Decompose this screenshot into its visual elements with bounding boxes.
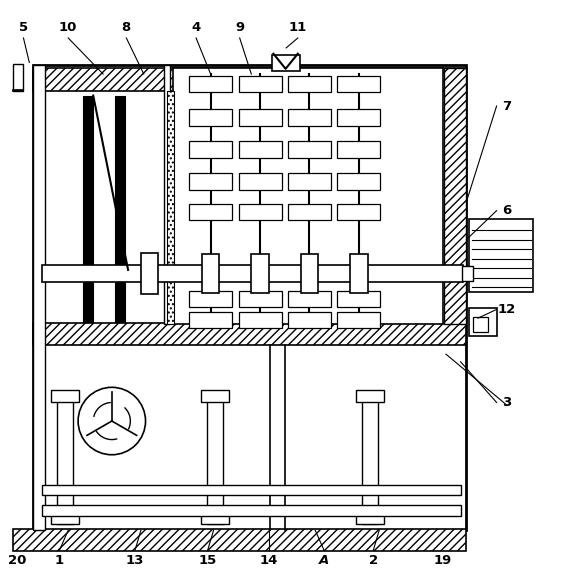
- Bar: [462, 266, 474, 281]
- Bar: [338, 76, 380, 92]
- Bar: [173, 68, 443, 324]
- Bar: [288, 173, 331, 190]
- Bar: [189, 141, 232, 158]
- Text: 13: 13: [126, 554, 144, 567]
- Bar: [238, 173, 281, 190]
- Bar: [356, 513, 384, 524]
- Bar: [33, 65, 467, 530]
- Bar: [338, 141, 380, 158]
- Bar: [57, 391, 73, 524]
- Bar: [361, 391, 378, 524]
- Bar: [33, 68, 467, 92]
- Bar: [356, 390, 384, 402]
- Bar: [189, 312, 232, 328]
- Bar: [189, 204, 232, 220]
- Bar: [12, 89, 23, 92]
- Bar: [238, 291, 281, 307]
- Text: 7: 7: [502, 99, 512, 113]
- Bar: [338, 291, 380, 307]
- Bar: [444, 68, 467, 324]
- Text: 9: 9: [235, 21, 244, 34]
- Text: 1: 1: [55, 554, 64, 567]
- Text: 14: 14: [259, 554, 278, 567]
- Bar: [470, 220, 533, 292]
- Text: 10: 10: [59, 21, 78, 34]
- Bar: [189, 76, 232, 92]
- Bar: [288, 141, 331, 158]
- Bar: [338, 204, 380, 220]
- Bar: [207, 391, 223, 524]
- Bar: [338, 109, 380, 126]
- Bar: [189, 291, 232, 307]
- Bar: [288, 312, 331, 328]
- Bar: [189, 173, 232, 190]
- Bar: [201, 390, 229, 402]
- Bar: [338, 312, 380, 328]
- Bar: [288, 291, 331, 307]
- Bar: [13, 64, 23, 92]
- Bar: [114, 96, 125, 322]
- Text: 15: 15: [199, 554, 217, 567]
- Bar: [238, 312, 281, 328]
- Bar: [83, 96, 93, 322]
- Bar: [338, 173, 380, 190]
- Bar: [470, 308, 497, 336]
- Bar: [474, 317, 488, 332]
- Bar: [189, 109, 232, 126]
- Text: 8: 8: [121, 21, 131, 34]
- Bar: [167, 92, 174, 324]
- Bar: [164, 65, 170, 324]
- Bar: [202, 254, 220, 293]
- Text: A: A: [319, 554, 329, 567]
- Bar: [288, 109, 331, 126]
- Bar: [141, 253, 158, 294]
- Text: 5: 5: [19, 21, 28, 34]
- Text: 20: 20: [9, 554, 27, 567]
- Text: 11: 11: [288, 21, 307, 34]
- Bar: [33, 324, 467, 346]
- Bar: [13, 529, 467, 551]
- Bar: [51, 390, 79, 402]
- Bar: [51, 513, 79, 524]
- Text: 6: 6: [502, 204, 512, 217]
- Text: 2: 2: [369, 554, 378, 567]
- Bar: [42, 505, 461, 516]
- Text: 3: 3: [502, 396, 512, 409]
- Bar: [301, 254, 318, 293]
- Bar: [288, 204, 331, 220]
- Bar: [42, 485, 461, 495]
- Bar: [238, 76, 281, 92]
- Bar: [238, 141, 281, 158]
- Text: 19: 19: [434, 554, 452, 567]
- Bar: [238, 109, 281, 126]
- Bar: [42, 265, 464, 282]
- Bar: [288, 76, 331, 92]
- Bar: [33, 65, 45, 530]
- Bar: [201, 513, 229, 524]
- Bar: [251, 254, 269, 293]
- Text: 12: 12: [498, 303, 516, 316]
- Bar: [238, 204, 281, 220]
- Text: 4: 4: [192, 21, 201, 34]
- Bar: [350, 254, 367, 293]
- Bar: [272, 55, 300, 71]
